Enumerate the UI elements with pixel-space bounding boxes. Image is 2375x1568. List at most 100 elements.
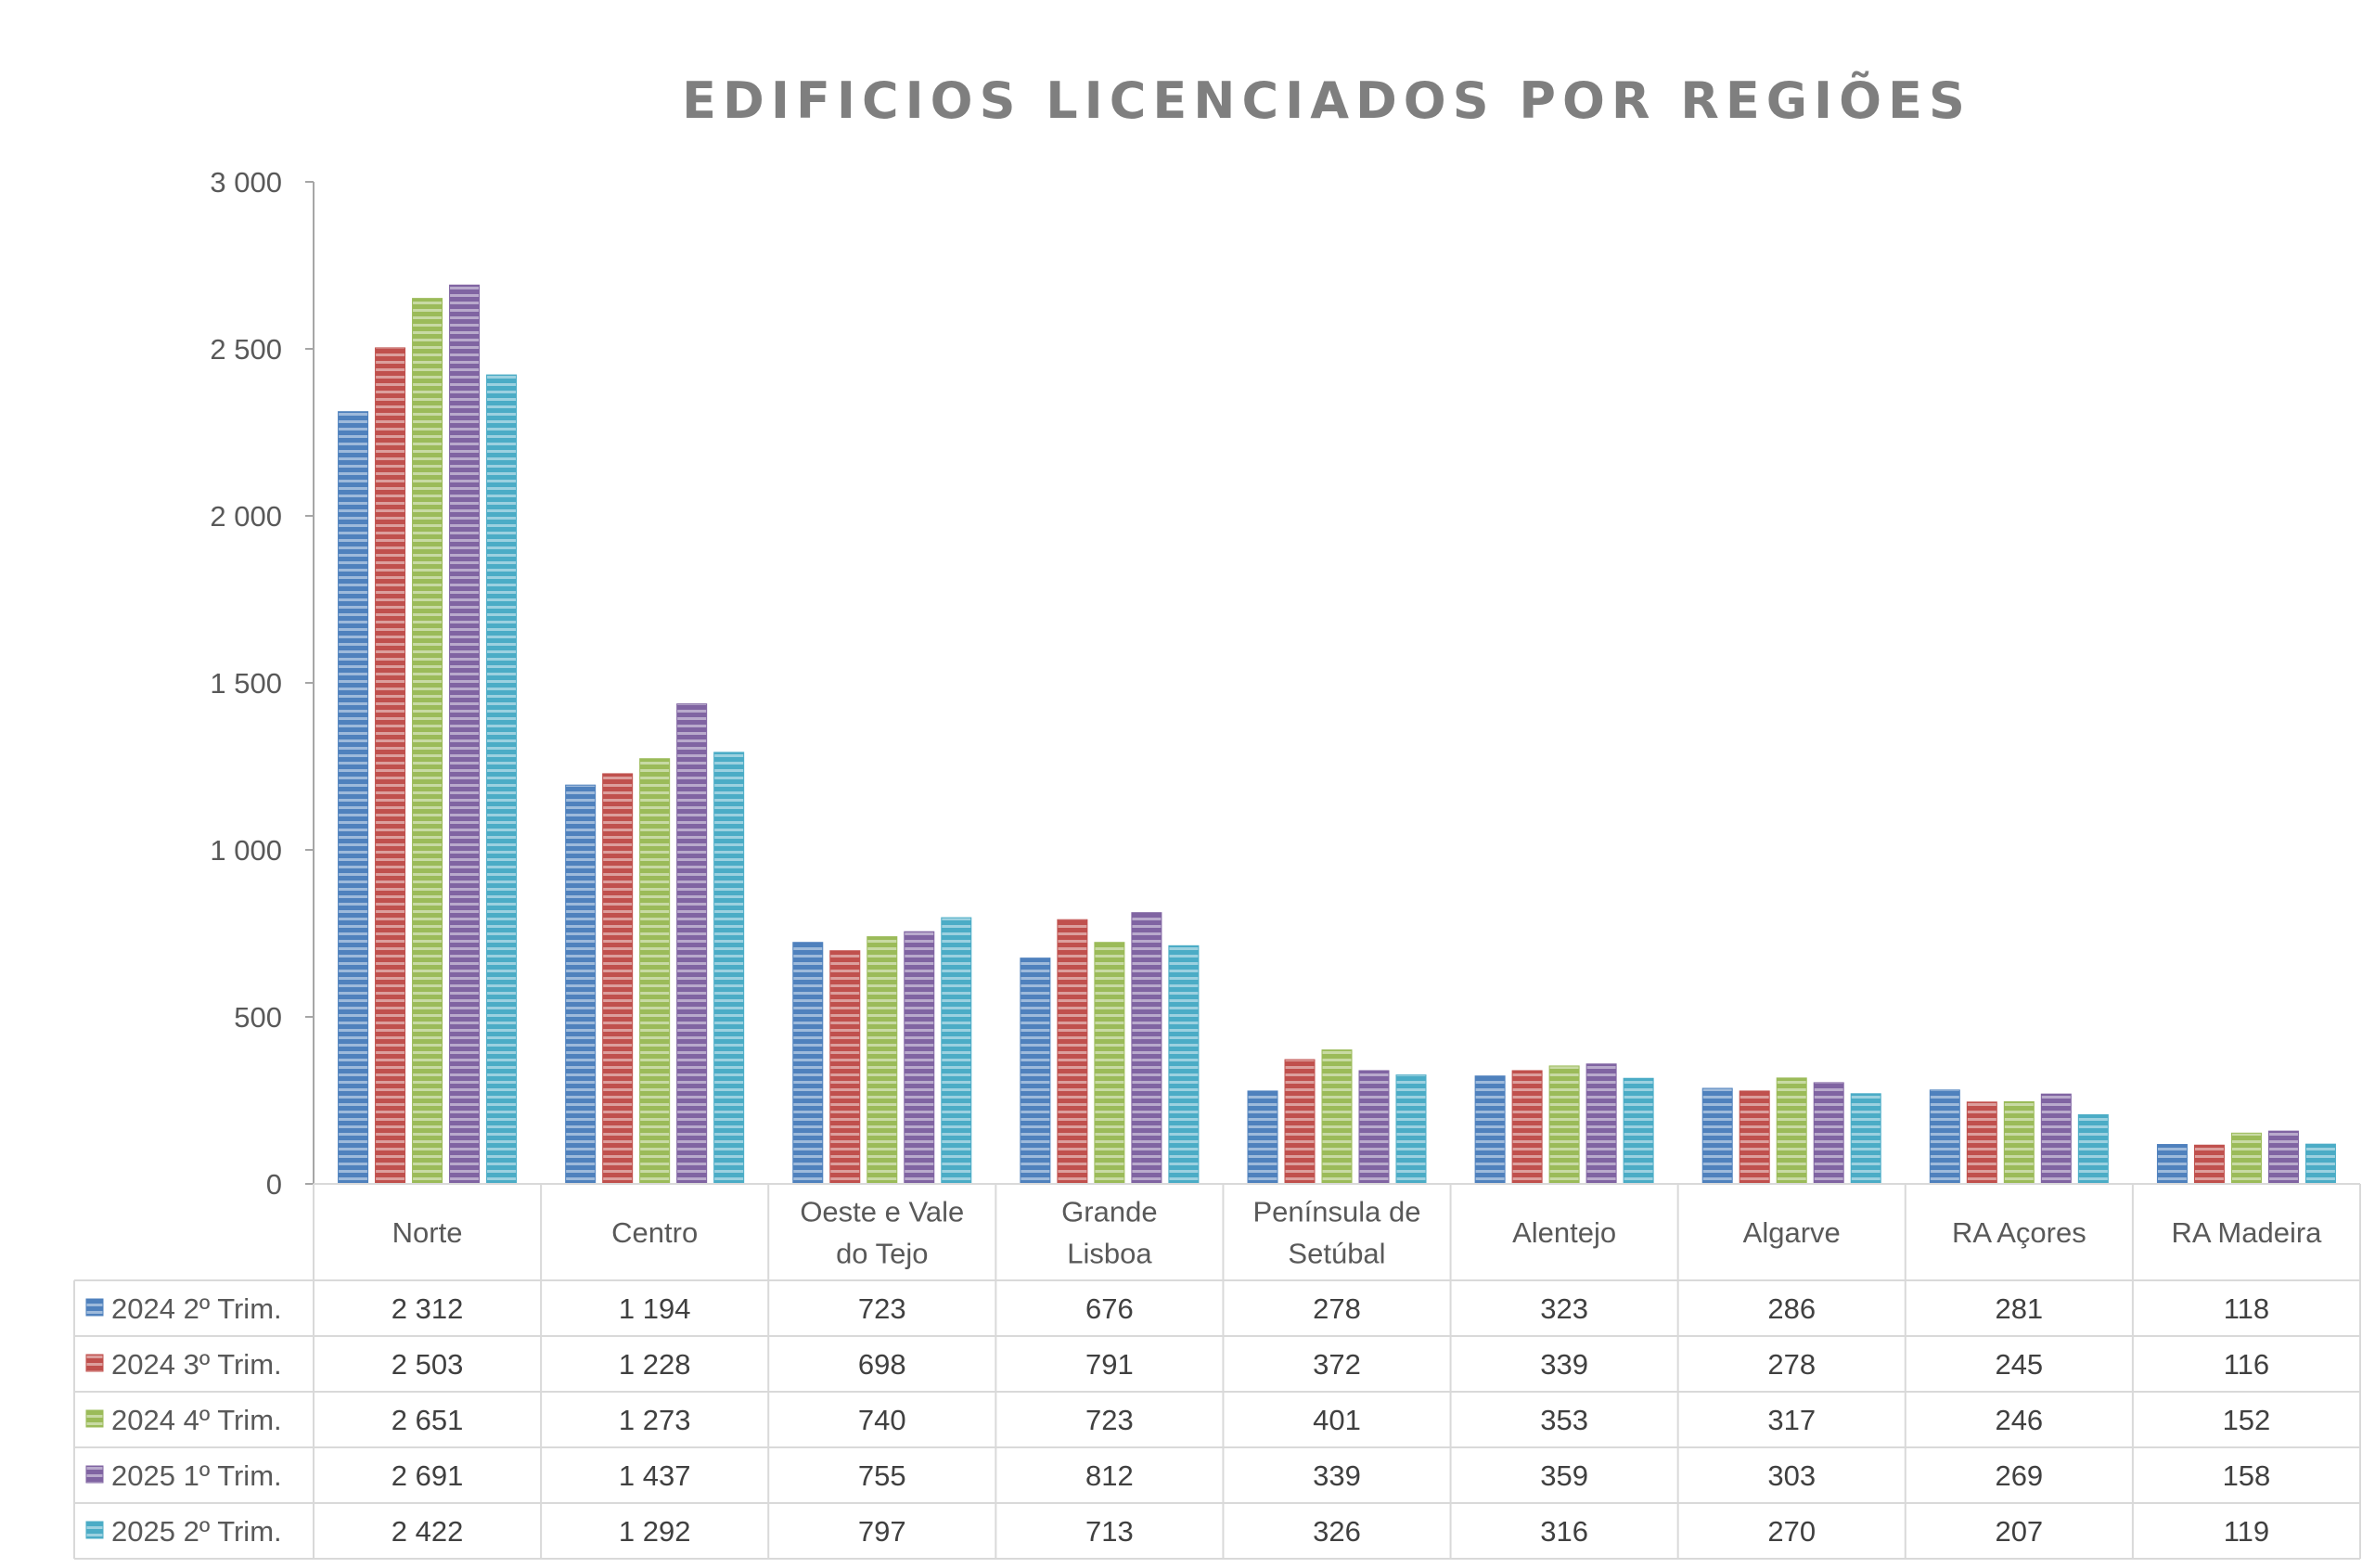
bar — [2193, 1144, 2225, 1185]
table-cell-value: 269 — [1995, 1459, 2043, 1492]
table-cell-value: 119 — [2224, 1515, 2269, 1548]
table-cell-value: 401 — [1313, 1404, 1361, 1436]
bar — [1548, 1065, 1580, 1185]
table-cell-value: 2 503 — [392, 1348, 464, 1381]
y-tick-label: 1 500 — [210, 667, 282, 700]
y-tick-label: 500 — [234, 1001, 282, 1034]
bar — [486, 374, 518, 1185]
table-cell-value: 286 — [1767, 1292, 1816, 1325]
table-cell-value: 353 — [1540, 1404, 1588, 1436]
bar — [1131, 912, 1162, 1185]
bar — [1395, 1074, 1427, 1185]
chart-title: EDIFICIOS LICENCIADOS POR REGIÕES — [682, 71, 1971, 130]
category-label: do Tejo — [836, 1238, 928, 1270]
table-cell-value: 316 — [1540, 1515, 1588, 1548]
table-cell-value: 152 — [2223, 1404, 2271, 1436]
bar — [1850, 1093, 1881, 1185]
table-cell-value: 723 — [858, 1292, 906, 1325]
table-cell-value: 1 273 — [619, 1404, 691, 1436]
bar — [1739, 1090, 1770, 1185]
table-cell-value: 317 — [1767, 1404, 1816, 1436]
bar — [338, 411, 369, 1185]
bar — [1511, 1070, 1543, 1185]
table-cell-value: 1 228 — [619, 1348, 691, 1381]
bar — [1020, 958, 1051, 1185]
bar — [1321, 1049, 1353, 1185]
bar — [713, 752, 745, 1185]
legend-label: 2024 2º Trim. — [111, 1292, 282, 1325]
category-label: RA Madeira — [2171, 1216, 2322, 1249]
bar — [867, 936, 898, 1185]
bar — [1057, 919, 1088, 1185]
bar — [2267, 1130, 2299, 1185]
table-cell-value: 372 — [1313, 1348, 1361, 1381]
bar — [602, 773, 634, 1185]
bar — [941, 917, 972, 1185]
legend-label: 2025 1º Trim. — [111, 1459, 282, 1492]
table-cell-value: 740 — [858, 1404, 906, 1436]
bar — [1701, 1087, 1733, 1185]
category-label: Oeste e Vale — [800, 1196, 964, 1228]
table-cell-value: 278 — [1313, 1292, 1361, 1325]
legend-label: 2024 3º Trim. — [111, 1348, 282, 1381]
table-cell-value: 323 — [1540, 1292, 1588, 1325]
data-table: Norte Centro Oeste e Vale do Tejo Grande Lisb… — [73, 1183, 2361, 1560]
category-label: Lisboa — [1067, 1238, 1152, 1270]
legend-swatch — [85, 1521, 104, 1539]
table-cell-value: 1 194 — [619, 1292, 691, 1325]
bar — [449, 284, 481, 1185]
bar — [792, 942, 824, 1185]
bar — [1474, 1075, 1506, 1185]
bar — [1623, 1077, 1654, 1185]
category-label: Grande — [1061, 1196, 1157, 1228]
y-axis: 0 500 1 000 1 500 2 000 2 500 3 000 — [210, 166, 2360, 1201]
bar — [412, 298, 443, 1185]
bar — [2230, 1132, 2262, 1185]
bar — [1358, 1070, 1390, 1185]
legend-swatch — [85, 1409, 104, 1428]
bar — [1813, 1082, 1844, 1185]
table-cell-value: 339 — [1313, 1459, 1361, 1492]
table-cell-value: 270 — [1767, 1515, 1816, 1548]
table-cell-value: 158 — [2223, 1459, 2271, 1492]
category-label: Algarve — [1743, 1216, 1841, 1249]
table-cell-value: 245 — [1995, 1348, 2043, 1381]
table-cell-value: 676 — [1085, 1292, 1134, 1325]
bar — [375, 347, 406, 1185]
bar — [1284, 1059, 1316, 1185]
bar — [1776, 1077, 1807, 1185]
category-label: Centro — [611, 1216, 698, 1249]
bar — [1247, 1090, 1278, 1185]
y-tick-label: 0 — [266, 1168, 282, 1201]
table-cell-value: 1 437 — [619, 1459, 691, 1492]
category-label: Alentejo — [1512, 1216, 1616, 1249]
table-cell-value: 1 292 — [619, 1515, 691, 1548]
bar — [829, 950, 861, 1185]
bar — [2040, 1093, 2072, 1185]
legend-swatch — [85, 1465, 104, 1484]
legend-label: 2025 2º Trim. — [111, 1515, 282, 1548]
bar — [2156, 1144, 2188, 1185]
table-cell-value: 326 — [1313, 1515, 1361, 1548]
category-label: RA Açores — [1952, 1216, 2086, 1249]
bar — [1966, 1101, 1997, 1185]
category-label: Norte — [392, 1216, 463, 1249]
bar — [1585, 1063, 1617, 1185]
bar — [2077, 1113, 2109, 1185]
table-cell-value: 303 — [1767, 1459, 1816, 1492]
bar — [1094, 942, 1125, 1185]
y-tick-label: 2 000 — [210, 500, 282, 533]
y-tick-label: 1 000 — [210, 834, 282, 867]
table-cell-value: 755 — [858, 1459, 906, 1492]
legend-swatch — [85, 1298, 104, 1317]
table-cell-value: 2 691 — [392, 1459, 464, 1492]
table-cell-value: 278 — [1767, 1348, 1816, 1381]
table-cell-value: 118 — [2224, 1292, 2269, 1325]
table-cell-value: 116 — [2224, 1348, 2269, 1381]
table-cell-value: 2 312 — [392, 1292, 464, 1325]
table-cell-value: 359 — [1540, 1459, 1588, 1492]
table-cell-value: 2 651 — [392, 1404, 464, 1436]
bars — [338, 284, 2336, 1185]
bar — [676, 703, 708, 1185]
